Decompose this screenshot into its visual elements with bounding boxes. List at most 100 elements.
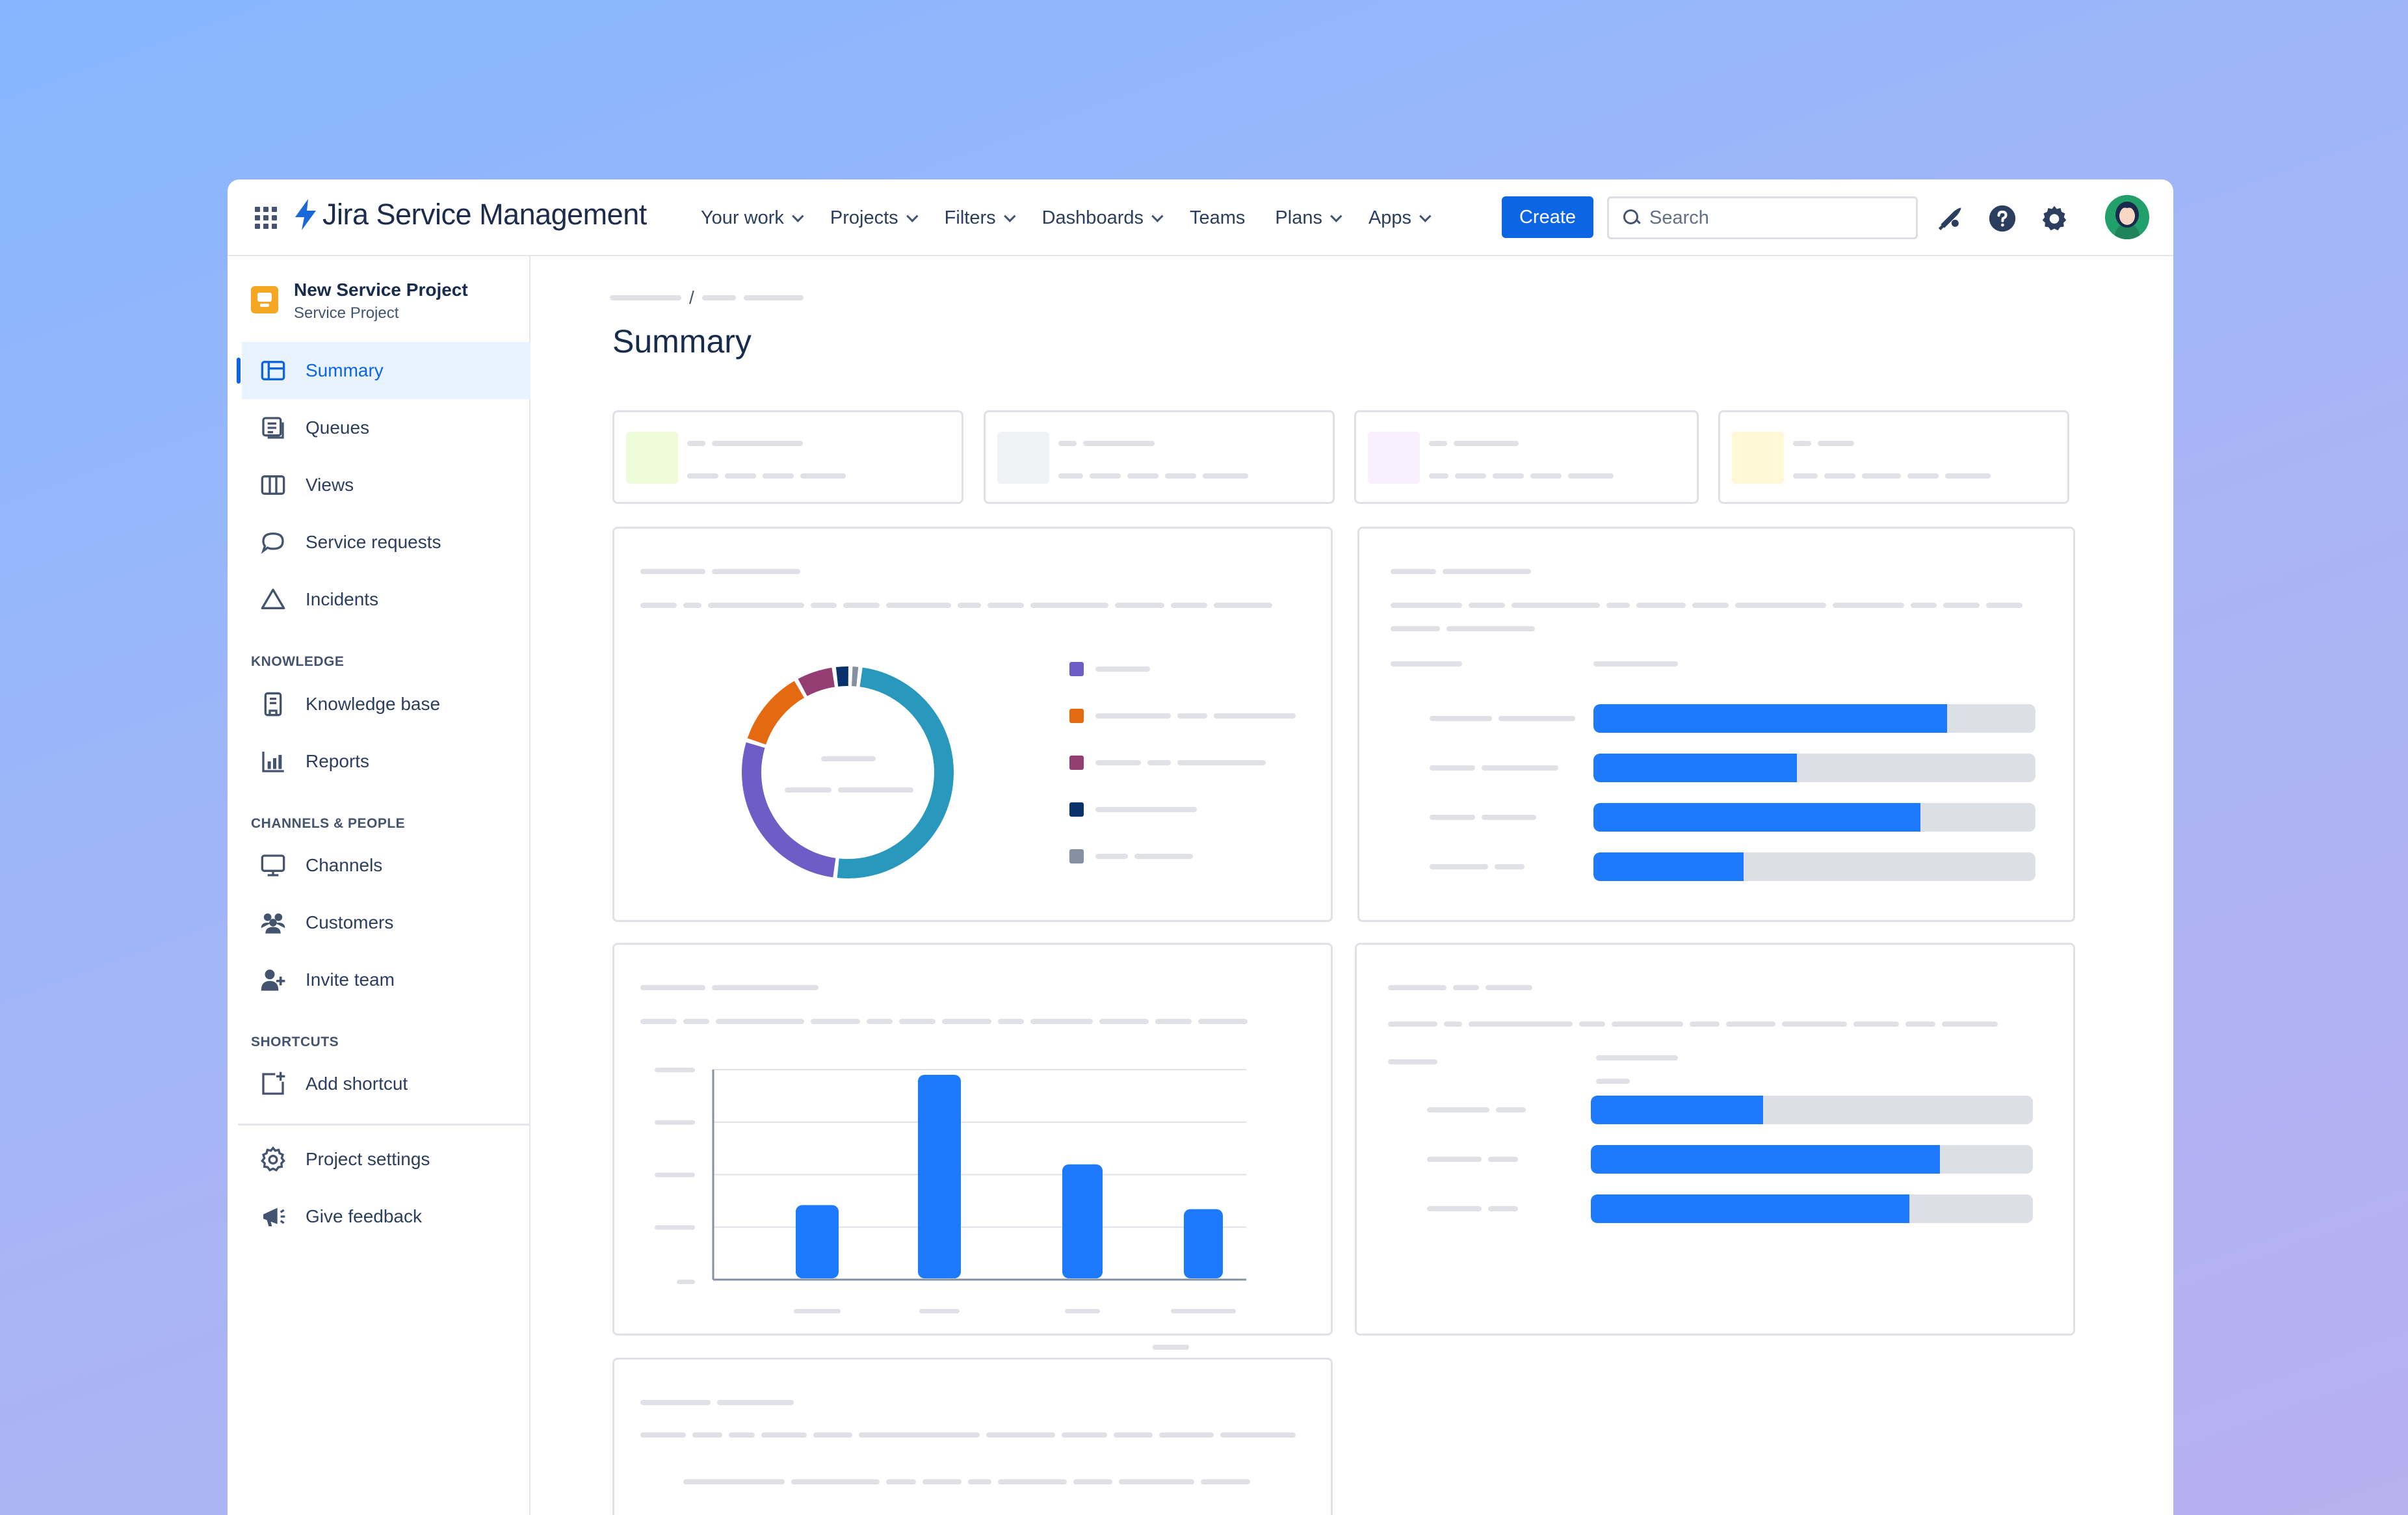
chart-bar[interactable] xyxy=(1062,1164,1103,1278)
stat-tile[interactable] xyxy=(984,410,1335,504)
project-header[interactable]: New Service Project Service Project xyxy=(251,280,468,323)
stat-tile[interactable] xyxy=(1718,410,2069,504)
sidebar-item-label: Service requests xyxy=(306,532,441,552)
sidebar-item-label: Give feedback xyxy=(306,1206,422,1226)
stat-tile-icon xyxy=(1368,432,1420,484)
legend-label xyxy=(1095,760,1266,765)
chevron-down-icon xyxy=(1330,209,1342,222)
search-input[interactable] xyxy=(1649,207,1896,229)
chevron-down-icon xyxy=(906,209,919,222)
chart-bar[interactable] xyxy=(1184,1209,1223,1278)
legend-swatch xyxy=(1069,802,1084,817)
progress-bar-fill xyxy=(1593,704,1947,733)
donut-chart[interactable] xyxy=(740,665,955,880)
sidebar-item-label: Project settings xyxy=(306,1149,430,1169)
app-window: Jira Service Management Your work Projec… xyxy=(228,179,2173,1515)
requests-chart-card xyxy=(612,943,1333,1336)
sidebar-item-add-shortcut[interactable]: Add shortcut xyxy=(237,1055,530,1113)
queues-icon xyxy=(260,415,286,441)
section-heading-knowledge: KNOWLEDGE xyxy=(251,654,345,669)
donut-segment[interactable] xyxy=(835,666,848,687)
nav-label: Teams xyxy=(1189,207,1246,228)
stat-tile-icon xyxy=(1732,432,1784,484)
nav-filters[interactable]: Filters xyxy=(944,207,1016,229)
book-icon xyxy=(260,691,286,717)
legend-label xyxy=(1095,854,1193,859)
sidebar-item-service-requests[interactable]: Service requests xyxy=(237,514,530,571)
progress-bar-fill xyxy=(1591,1096,1764,1124)
chevron-down-icon xyxy=(1003,209,1016,222)
nav-your-work[interactable]: Your work xyxy=(701,207,804,229)
donut-segment[interactable] xyxy=(798,667,835,696)
add-shortcut-icon xyxy=(260,1071,286,1097)
donut-segment[interactable] xyxy=(851,666,859,687)
stat-tile-icon xyxy=(997,432,1049,484)
status-overview-card xyxy=(612,527,1333,922)
nav-apps[interactable]: Apps xyxy=(1368,207,1432,229)
progress-bar[interactable] xyxy=(1593,704,2035,733)
legend-label xyxy=(1095,666,1150,672)
breadcrumb-placeholder[interactable] xyxy=(743,295,804,300)
person-add-icon xyxy=(260,967,286,993)
project-type: Service Project xyxy=(294,304,399,322)
sidebar-item-label: Views xyxy=(306,475,354,495)
sidebar-item-views[interactable]: Views xyxy=(237,456,530,514)
project-name: New Service Project xyxy=(294,280,468,300)
progress-bar[interactable] xyxy=(1591,1194,2033,1223)
stat-tile-icon xyxy=(626,432,678,484)
breadcrumb-placeholder[interactable] xyxy=(610,295,681,300)
progress-bar[interactable] xyxy=(1591,1145,2033,1174)
create-button[interactable]: Create xyxy=(1502,196,1593,238)
help-icon[interactable] xyxy=(1988,204,2017,233)
nav-label: Filters xyxy=(944,207,996,228)
legend-swatch xyxy=(1069,849,1084,863)
stat-tile[interactable] xyxy=(1354,410,1699,504)
progress-bar[interactable] xyxy=(1593,803,2035,832)
sidebar-item-incidents[interactable]: Incidents xyxy=(237,571,530,628)
sidebar-item-summary[interactable]: Summary xyxy=(237,342,530,399)
donut-segment[interactable] xyxy=(837,667,954,878)
sidebar-item-queues[interactable]: Queues xyxy=(237,399,530,456)
sidebar-item-knowledge-base[interactable]: Knowledge base xyxy=(237,676,530,733)
sidebar-item-invite-team[interactable]: Invite team xyxy=(237,951,530,1008)
app-switcher-icon[interactable] xyxy=(255,207,277,229)
breadcrumb-placeholder[interactable] xyxy=(701,295,736,300)
nav-label: Your work xyxy=(701,207,784,228)
legend-label xyxy=(1095,807,1197,812)
gear-icon xyxy=(260,1146,286,1172)
nav-plans[interactable]: Plans xyxy=(1275,207,1342,229)
sidebar-item-project-settings[interactable]: Project settings xyxy=(237,1131,530,1188)
notifications-icon[interactable] xyxy=(1936,204,1965,233)
progress-bar[interactable] xyxy=(1593,754,2035,782)
donut-segment[interactable] xyxy=(747,681,805,745)
donut-segment[interactable] xyxy=(742,742,836,878)
axis-tick-label xyxy=(655,1172,695,1178)
bar-chart-icon xyxy=(260,748,286,774)
chevron-down-icon xyxy=(1151,209,1164,222)
product-logo[interactable]: Jira Service Management xyxy=(293,198,647,231)
axis-tick-label xyxy=(1171,1309,1236,1313)
nav-label: Plans xyxy=(1275,207,1322,228)
sidebar-item-label: Summary xyxy=(306,360,384,380)
axis-tick-label xyxy=(655,1225,695,1230)
stat-tile[interactable] xyxy=(612,410,963,504)
search-box[interactable] xyxy=(1607,196,1918,239)
sidebar-item-give-feedback[interactable]: Give feedback xyxy=(237,1188,530,1245)
nav-dashboards[interactable]: Dashboards xyxy=(1042,207,1164,229)
chart-bar[interactable] xyxy=(796,1205,839,1278)
sidebar-item-label: Customers xyxy=(306,912,394,932)
nav-teams[interactable]: Teams xyxy=(1190,207,1245,229)
progress-bar[interactable] xyxy=(1591,1096,2033,1124)
settings-icon[interactable] xyxy=(2040,204,2069,233)
resize-handle[interactable] xyxy=(1153,1345,1189,1350)
sidebar-item-customers[interactable]: Customers xyxy=(237,894,530,951)
nav-projects[interactable]: Projects xyxy=(830,207,919,229)
progress-bar[interactable] xyxy=(1593,852,2035,881)
legend-swatch xyxy=(1069,756,1084,770)
sidebar-item-reports[interactable]: Reports xyxy=(237,733,530,790)
sidebar-item-channels[interactable]: Channels xyxy=(237,837,530,894)
page-title: Summary xyxy=(612,323,752,360)
chart-bar[interactable] xyxy=(918,1075,961,1278)
user-avatar[interactable] xyxy=(2105,195,2149,239)
progress-label xyxy=(1430,765,1558,771)
